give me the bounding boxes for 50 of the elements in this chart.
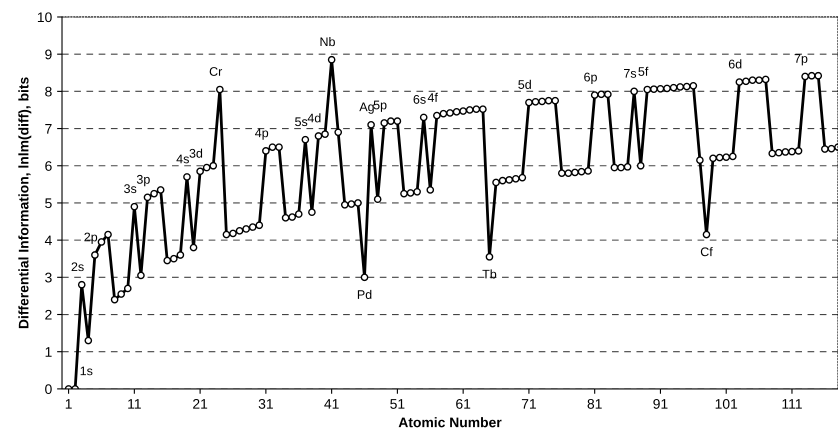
annotation: 4p <box>255 128 268 140</box>
y-tick-label: 7 <box>45 124 52 134</box>
annotation: 4s <box>176 154 189 164</box>
x-tick-label: 101 <box>716 398 738 409</box>
y-tick-label: 0 <box>45 384 52 394</box>
annotation: Pd <box>358 290 372 299</box>
y-tick-label: 3 <box>45 272 52 282</box>
x-tick-label: 81 <box>588 398 602 409</box>
y-tick-label: 5 <box>45 198 52 208</box>
annotation: 3d <box>189 148 202 158</box>
y-tick-label: 6 <box>45 161 52 171</box>
x-tick-label: 91 <box>653 398 668 409</box>
annotation: 2s <box>72 262 84 272</box>
annotation: 7p <box>794 54 808 66</box>
y-tick-label: 4 <box>44 236 52 246</box>
annotation: Nb <box>320 36 335 46</box>
annotation: 5p <box>374 100 387 112</box>
annotation: Ag <box>359 102 374 114</box>
x-tick-label: 31 <box>258 398 273 409</box>
annotation: 1s <box>80 366 92 376</box>
annotation: Cr <box>210 67 222 76</box>
annotation: Tb <box>482 269 496 279</box>
x-tick-label: 61 <box>456 398 470 409</box>
annotation: 3p <box>136 174 150 186</box>
x-tick-label: 41 <box>324 399 339 409</box>
x-tick-label: 11 <box>128 399 141 409</box>
annotation: 7s <box>624 69 636 78</box>
x-tick-label: 21 <box>193 398 208 409</box>
annotation: 6d <box>728 59 742 68</box>
y-tick-label: 2 <box>45 310 52 320</box>
y-tick-label: 9 <box>45 50 52 60</box>
annotation: 5d <box>518 80 531 89</box>
annotation: 3s <box>124 184 136 194</box>
annotation: 4f <box>428 92 438 102</box>
annotation: 5f <box>638 66 648 76</box>
x-axis-title: Atomic Number <box>398 417 502 428</box>
x-tick-label: 111 <box>782 399 802 409</box>
y-tick-label: 10 <box>38 12 52 22</box>
x-tick-label: 51 <box>390 399 404 409</box>
y-tick-label: 1 <box>46 347 52 357</box>
y-tick-label: 8 <box>45 86 52 97</box>
annotation: 5s <box>295 117 308 126</box>
y-axis-title: Differential Information, lnlm(diff), bits <box>18 77 32 328</box>
annotation: 4d <box>308 113 320 122</box>
annotation: 2p <box>84 232 98 244</box>
x-tick-label: 1 <box>66 399 72 409</box>
annotation: 6s <box>414 94 426 104</box>
annotation: Cf <box>700 247 713 256</box>
annotation: 6p <box>584 72 597 84</box>
x-tick-label: 71 <box>522 399 536 409</box>
